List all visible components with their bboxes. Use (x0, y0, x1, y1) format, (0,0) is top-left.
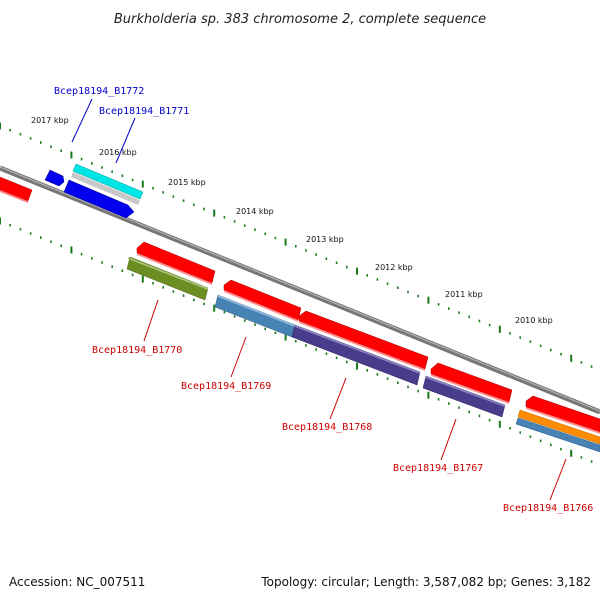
tick-label-2015: 2015 kbp (168, 178, 206, 187)
gray-feature[interactable] (71, 172, 140, 205)
scale-ticks-inner (0, 217, 593, 463)
gene-label-b1769[interactable]: Bcep18194_B1769 (181, 381, 271, 392)
cyan-feature[interactable] (72, 163, 144, 200)
tick-label-2016: 2016 kbp (99, 148, 137, 157)
tick-label-2013: 2013 kbp (306, 235, 344, 244)
summary-text: Topology: circular; Length: 3,587,082 bp… (260, 575, 591, 589)
scale-ticks-outer (0, 122, 593, 368)
tick-label-2014: 2014 kbp (236, 207, 274, 216)
tick-label-2017: 2017 kbp (31, 116, 69, 125)
gene-labels: Bcep18194_B1772 Bcep18194_B1771 Bcep1819… (54, 86, 593, 514)
label-leaders (71, 98, 567, 501)
tick-label-2011: 2011 kbp (445, 290, 483, 299)
gene-feature-b1766[interactable] (517, 409, 600, 445)
gene-label-b1771[interactable]: Bcep18194_B1771 (99, 106, 189, 117)
gene-feature-b1771[interactable] (63, 179, 135, 219)
accession-text: Accession: NC_007511 (9, 575, 145, 589)
gene-label-b1772[interactable]: Bcep18194_B1772 (54, 86, 144, 97)
gene-label-b1766[interactable]: Bcep18194_B1766 (503, 503, 593, 514)
reverse-strand-features (126, 241, 600, 453)
gene-label-b1770[interactable]: Bcep18194_B1770 (92, 345, 182, 356)
gene-feature-b1770[interactable] (126, 256, 209, 301)
forward-strand-features (0, 163, 144, 219)
map-title: Burkholderia sp. 383 chromosome 2, compl… (114, 12, 486, 27)
gene-label-b1767[interactable]: Bcep18194_B1767 (393, 463, 483, 474)
steelblue-feature[interactable] (515, 417, 600, 453)
tick-label-2010: 2010 kbp (515, 316, 553, 325)
scale-labels: 2017 kbp 2016 kbp 2015 kbp 2014 kbp 2013… (31, 116, 553, 325)
backbone (0, 165, 600, 415)
gene-label-b1768[interactable]: Bcep18194_B1768 (282, 422, 372, 433)
gene-feature-b1772[interactable] (44, 169, 65, 187)
tick-label-2012: 2012 kbp (375, 263, 413, 272)
